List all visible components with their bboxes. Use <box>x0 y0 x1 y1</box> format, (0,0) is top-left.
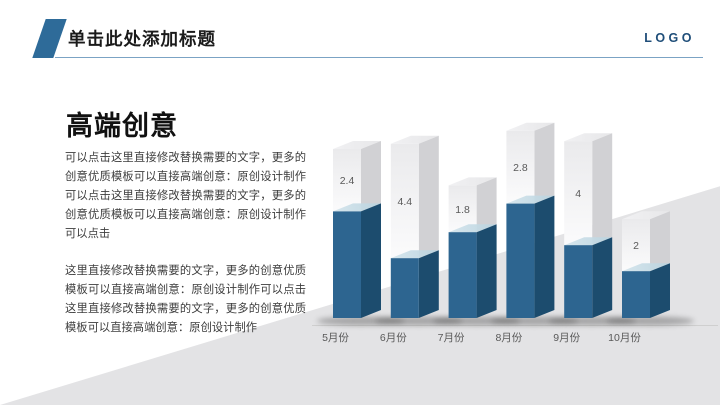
bar-group-10月份[interactable]: 2 10月份 <box>606 211 694 344</box>
category-label: 5月份 <box>322 332 349 344</box>
blue-segment-side-face <box>361 203 381 318</box>
white-segment-top-face <box>622 211 670 220</box>
white-segment-side-face <box>361 141 381 212</box>
blue-segment-front-face <box>448 232 477 318</box>
blue-segment-side-face <box>534 195 555 318</box>
white-segment-top-face <box>448 177 497 186</box>
blue-segment-top-face <box>622 263 670 272</box>
white-segment-side-face <box>650 211 670 272</box>
bar-group-7月份[interactable]: 1.8 7月份 <box>432 177 521 344</box>
body-paragraph-1[interactable]: 可以点击这里直接修改替换需要的文字，更多的创意优质模板可以直接高端创意：原创设计… <box>65 152 306 240</box>
data-label: 2.8 <box>513 162 528 174</box>
white-segment-front-face <box>622 219 650 272</box>
header-accent-shape <box>32 19 67 58</box>
white-segment-side-face <box>592 133 613 246</box>
blue-segment-top-face <box>333 203 381 212</box>
white-segment-side-face <box>476 177 497 233</box>
blue-segment-front-face <box>564 245 593 318</box>
data-label: 2 <box>633 240 639 252</box>
white-segment-top-face <box>506 122 555 131</box>
blue-segment-side-face <box>650 263 670 318</box>
slide-title-placeholder[interactable]: 单击此处添加标题 <box>68 29 216 49</box>
white-segment-front-face <box>564 141 593 246</box>
data-label: 4 <box>575 188 581 200</box>
white-segment-front-face <box>333 149 361 212</box>
category-label: 8月份 <box>495 332 522 344</box>
category-label: 6月份 <box>380 332 407 344</box>
data-label: 4.4 <box>397 196 412 208</box>
blue-segment-top-face <box>564 237 613 246</box>
white-segment-top-face <box>390 135 439 144</box>
blue-segment-top-face <box>390 250 439 259</box>
white-segment-side-face <box>534 122 555 204</box>
3d-bar-chart[interactable]: 2.4 5月份 4.4 6月份 1.8 7月份 2.8 8月份 4 9月份 2 10月份 <box>300 110 720 360</box>
body-paragraph-2[interactable]: 这里直接修改替换需要的文字，更多的创意优质模板可以直接高端创意：原创设计制作可以… <box>65 265 306 334</box>
bar-shadow <box>606 316 694 326</box>
bar-group-5月份[interactable]: 2.4 5月份 <box>317 141 405 344</box>
blue-segment-front-face <box>333 211 361 318</box>
section-heading[interactable]: 高端创意 <box>66 111 178 141</box>
blue-segment-front-face <box>622 271 650 318</box>
data-label: 2.4 <box>340 175 355 187</box>
header-divider-line <box>55 57 703 58</box>
category-label: 9月份 <box>553 332 580 344</box>
blue-segment-top-face <box>506 195 555 204</box>
blue-segment-front-face <box>390 258 419 318</box>
bar-chart-canvas[interactable]: 2.4 5月份 4.4 6月份 1.8 7月份 2.8 8月份 4 9月份 2 10月份 <box>300 110 720 360</box>
white-segment-top-face <box>333 141 381 149</box>
blue-segment-side-face <box>476 224 497 318</box>
blue-segment-side-face <box>418 250 439 318</box>
bar-group-8月份[interactable]: 2.8 8月份 <box>490 122 579 344</box>
white-segment-front-face <box>506 130 535 204</box>
category-label: 7月份 <box>438 332 465 344</box>
data-label: 1.8 <box>455 204 470 216</box>
logo-text: LOGO <box>644 31 695 45</box>
white-segment-side-face <box>418 135 439 259</box>
white-segment-front-face <box>390 143 419 259</box>
blue-segment-top-face <box>448 224 497 233</box>
category-label: 10月份 <box>608 332 641 344</box>
white-segment-top-face <box>564 133 613 142</box>
blue-segment-front-face <box>506 203 535 318</box>
blue-segment-side-face <box>592 237 613 318</box>
